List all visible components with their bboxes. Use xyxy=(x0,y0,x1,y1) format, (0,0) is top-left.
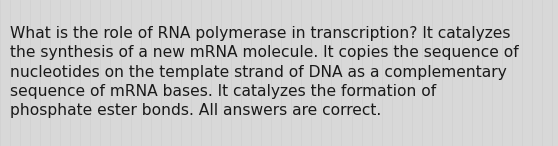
Text: What is the role of RNA polymerase in transcription? It catalyzes
the synthesis : What is the role of RNA polymerase in tr… xyxy=(10,26,519,118)
